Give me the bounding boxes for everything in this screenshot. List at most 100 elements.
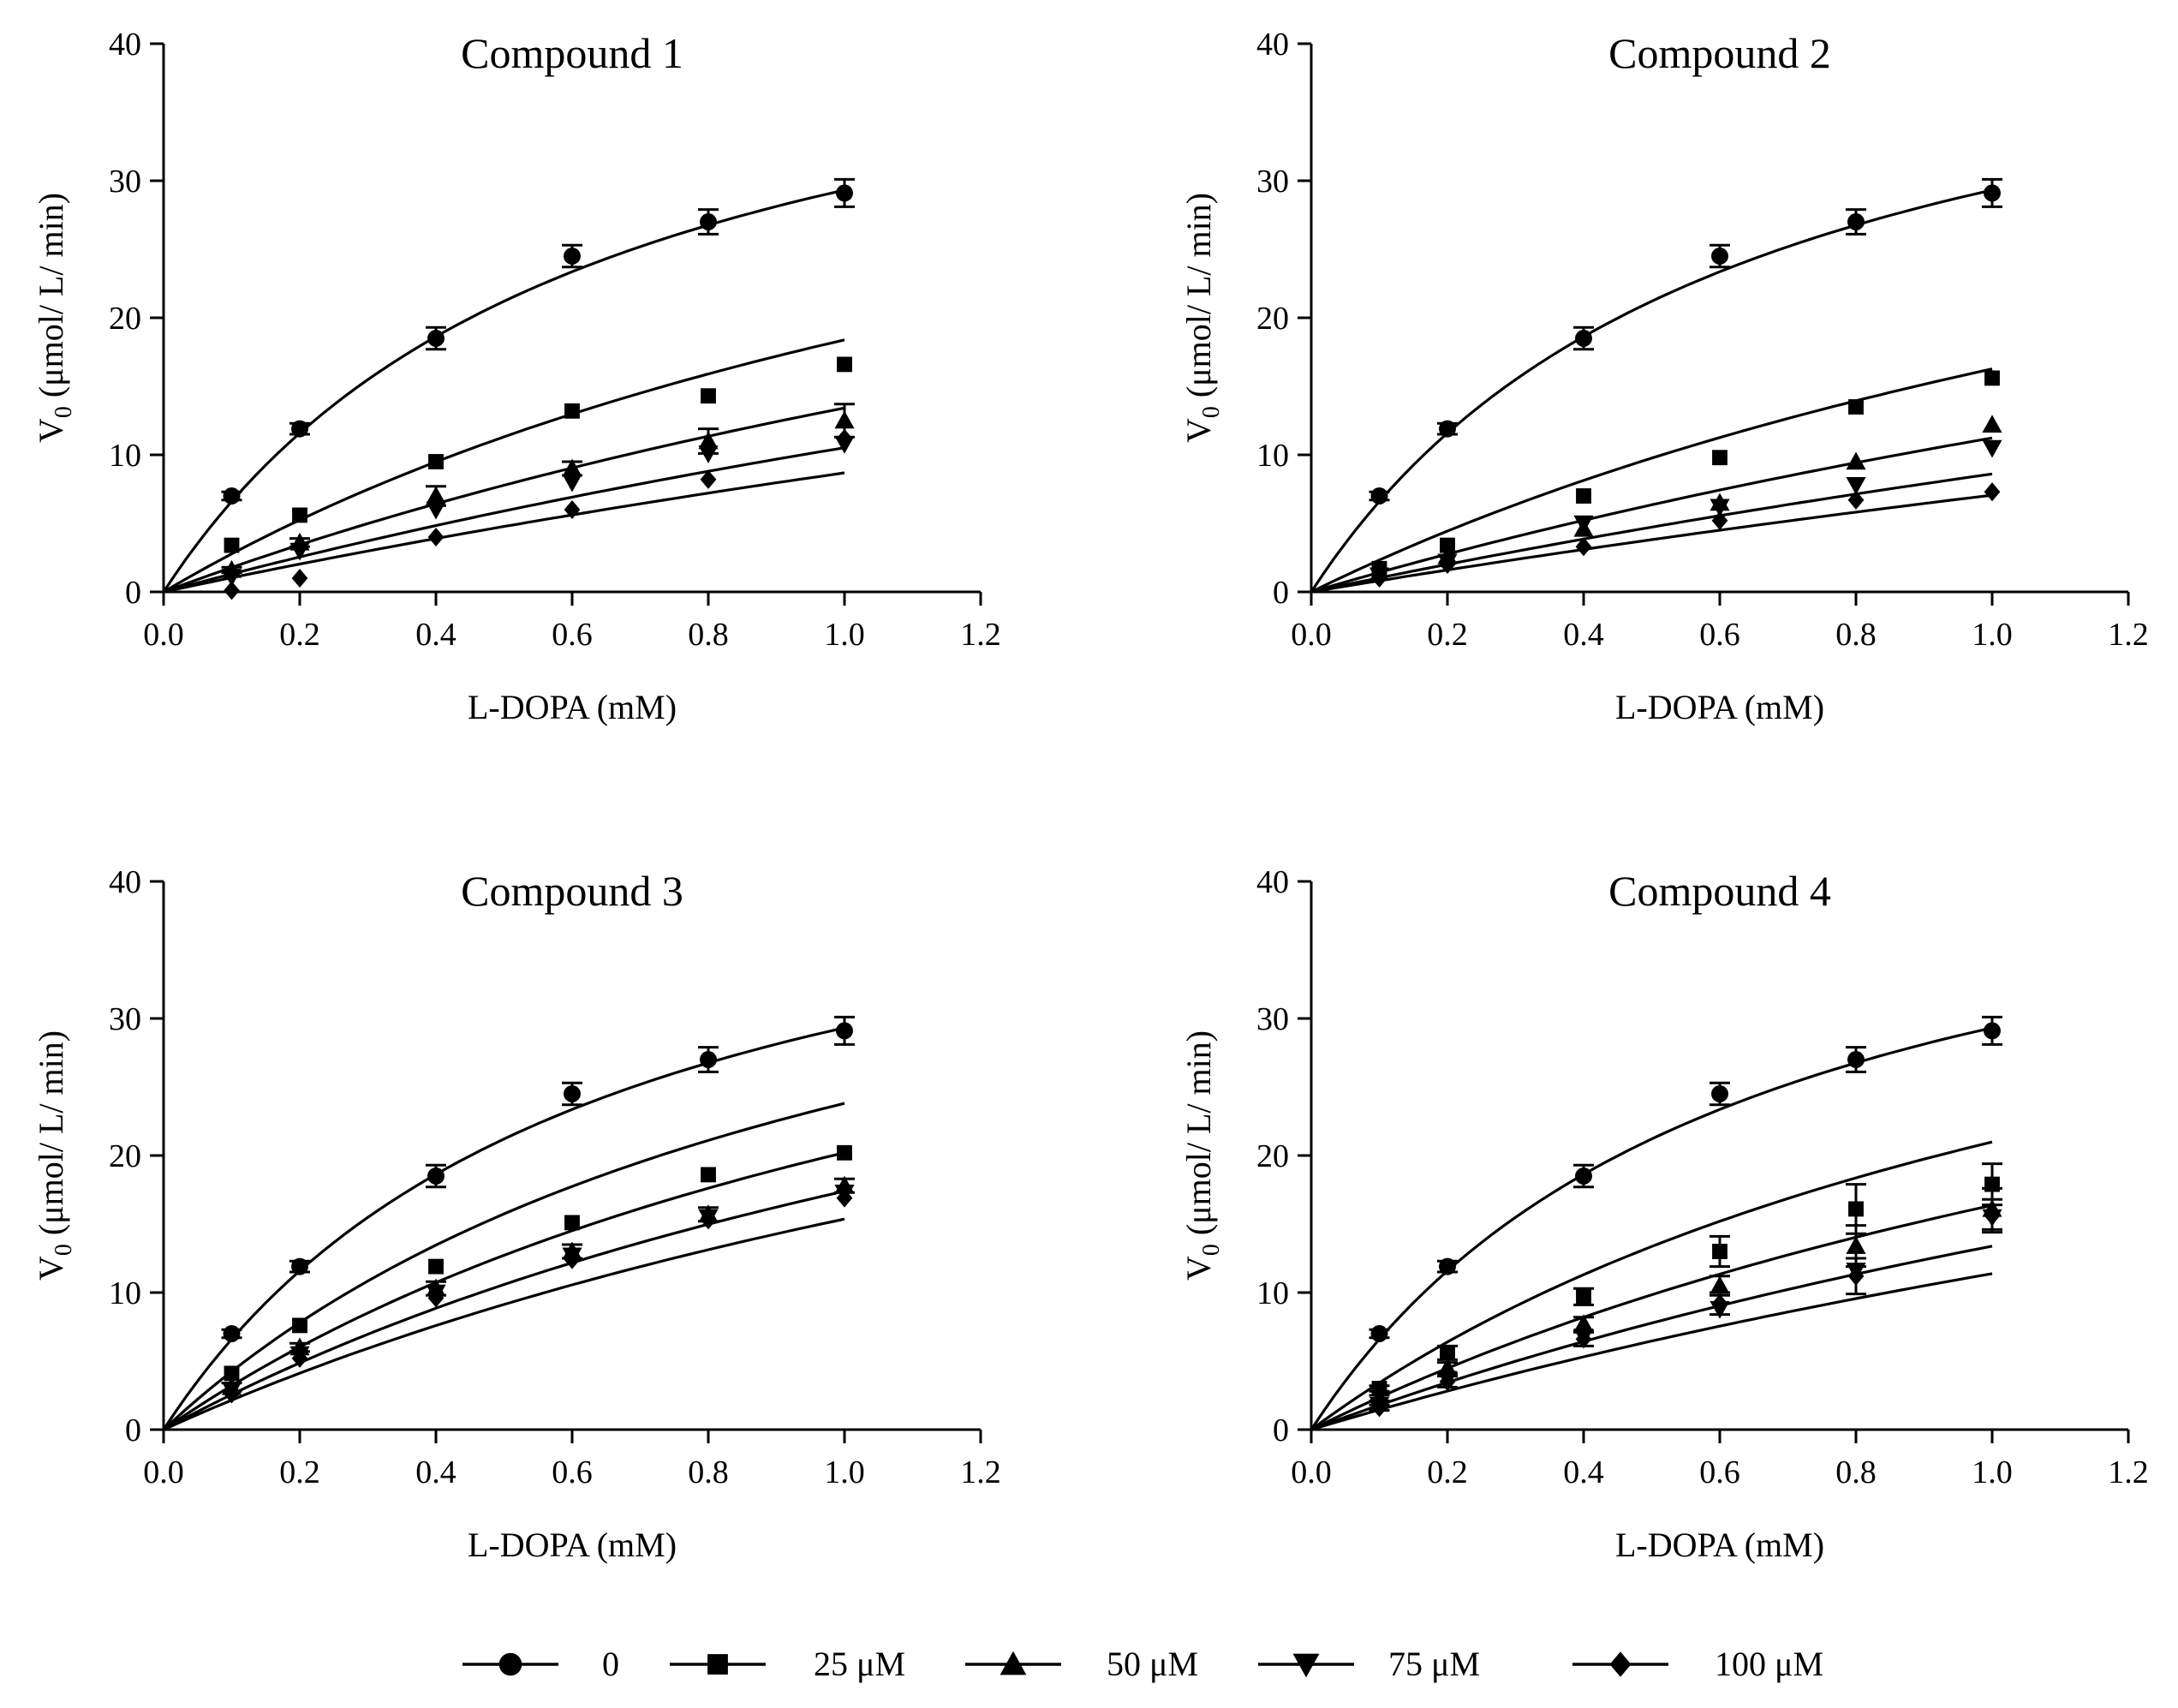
legend-label: 0 — [602, 1645, 619, 1683]
x-tick-label: 0.0 — [1291, 617, 1332, 653]
y-axis-label-main: V — [1179, 1256, 1218, 1281]
series-diamond — [163, 1188, 853, 1431]
x-tick-label: 0.6 — [552, 617, 593, 653]
fit-curve — [162, 1102, 845, 1431]
series-square — [1310, 367, 2000, 594]
data-point — [1575, 330, 1592, 347]
y-tick-label: 40 — [1256, 864, 1289, 900]
series-triangle-down — [1310, 1209, 2002, 1431]
data-point — [564, 1250, 581, 1269]
data-point — [1370, 1325, 1388, 1342]
legend-entry: 25 μM — [670, 1645, 905, 1683]
y-tick-label: 10 — [1256, 438, 1289, 474]
data-point — [428, 1258, 444, 1275]
series-diamond — [1310, 1197, 2002, 1431]
data-point — [564, 403, 580, 419]
data-point — [1711, 1293, 1728, 1313]
data-point — [1370, 487, 1388, 505]
x-tick-label: 1.2 — [960, 1454, 1001, 1490]
x-tick-label: 0.4 — [1563, 1454, 1604, 1490]
x-axis-label: L-DOPA (mM) — [1615, 688, 1824, 726]
fit-curve — [163, 446, 845, 594]
data-point — [1371, 568, 1387, 588]
y-tick-label: 30 — [1256, 164, 1289, 200]
legend-label: 75 μM — [1388, 1645, 1480, 1683]
fit-curve — [163, 1190, 845, 1431]
data-point — [1984, 1022, 2001, 1040]
legend: 0 25 μM 50 μM 75 μM 100 μM — [462, 1645, 1823, 1683]
x-tick-label: 0.6 — [1699, 617, 1740, 653]
x-tick-label: 0.2 — [279, 617, 320, 653]
series-triangle-up — [163, 1151, 855, 1431]
x-tick-label: 0.0 — [143, 1454, 184, 1490]
y-axis-label-subscript: 0 — [1198, 1244, 1225, 1256]
data-point — [701, 388, 716, 404]
series-diamond — [163, 428, 853, 600]
x-tick-label: 0.8 — [688, 617, 729, 653]
data-point — [289, 542, 310, 561]
x-tick-label: 1.2 — [960, 617, 1001, 653]
data-point — [1984, 184, 2001, 202]
data-point — [1846, 451, 1866, 470]
y-tick-label: 20 — [109, 301, 141, 337]
series-square — [163, 338, 852, 594]
data-point — [1848, 399, 1864, 415]
data-point — [427, 1168, 445, 1185]
fit-curve — [162, 1026, 845, 1430]
data-point — [1984, 1206, 2001, 1226]
data-point — [223, 487, 241, 505]
y-axis-label-main: V — [1179, 418, 1218, 443]
fit-curve — [1310, 1272, 1993, 1431]
data-point — [1575, 1329, 1592, 1349]
data-point — [562, 474, 582, 493]
data-point — [1847, 1266, 1865, 1286]
x-tick-label: 0.0 — [143, 617, 184, 653]
data-point — [291, 420, 308, 438]
x-axis-label: L-DOPA (mM) — [468, 1526, 677, 1564]
fit-curve — [162, 188, 845, 593]
legend-entry: 0 — [462, 1645, 619, 1683]
legend-marker — [1609, 1651, 1632, 1677]
x-tick-label: 0.2 — [279, 1454, 320, 1490]
data-point — [1439, 420, 1456, 438]
y-tick-label: 0 — [125, 1412, 141, 1448]
y-axis-label: V0 (μmol/ L/ min) — [1179, 193, 1225, 443]
data-point — [292, 1317, 307, 1334]
x-tick-label: 0.0 — [1291, 1454, 1332, 1490]
y-tick-label: 30 — [109, 164, 141, 200]
y-axis-label: V0 (μmol/ L/ min) — [32, 1030, 77, 1281]
data-point — [1711, 1085, 1728, 1102]
y-tick-label: 40 — [109, 27, 141, 63]
data-point — [564, 1215, 580, 1231]
data-point — [836, 428, 853, 448]
fit-curve — [1310, 1245, 1993, 1431]
chart-title: Compound 4 — [1608, 867, 1831, 915]
y-tick-label: 40 — [1256, 27, 1289, 63]
data-point — [1439, 554, 1456, 575]
legend-marker — [498, 1652, 522, 1676]
y-tick-label: 20 — [1256, 301, 1289, 337]
data-point — [1847, 213, 1865, 230]
x-tick-label: 1.2 — [2108, 617, 2149, 653]
chart-title: Compound 3 — [461, 867, 683, 915]
y-tick-label: 10 — [109, 1275, 141, 1311]
data-point — [1846, 476, 1866, 495]
data-point — [564, 499, 581, 520]
series-triangle-down — [163, 1184, 855, 1431]
y-axis-label-subscript: 0 — [51, 1244, 77, 1256]
data-point — [1711, 511, 1728, 530]
data-point — [698, 445, 719, 463]
data-point — [701, 1167, 716, 1183]
y-tick-label: 30 — [1256, 1001, 1289, 1037]
data-point — [427, 527, 445, 547]
panel-compound-1: 0.0 0.2 0.4 0.6 0.8 1.0 1.2 0 10 20 30 40 Compound 1… — [32, 27, 1001, 726]
fit-curve — [1310, 1140, 1993, 1431]
data-point — [1711, 248, 1728, 265]
data-point — [837, 356, 852, 373]
data-point — [700, 469, 717, 489]
data-point — [224, 1384, 240, 1404]
data-point — [1846, 1236, 1866, 1254]
series-square — [1310, 1140, 2002, 1431]
data-point — [1576, 1288, 1591, 1305]
legend-marker — [707, 1654, 728, 1675]
